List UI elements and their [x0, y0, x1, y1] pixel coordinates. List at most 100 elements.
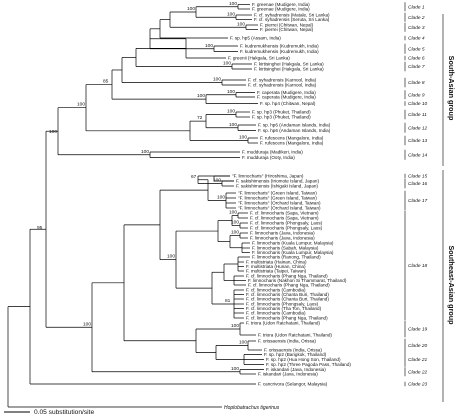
taxon-label: F. mudduraja (Ooty, India) — [242, 155, 295, 160]
clade-label: Clade 2 — [408, 15, 425, 21]
clade-label: Clade 20 — [408, 343, 428, 349]
support-value: 95 — [37, 225, 43, 231]
clade-label: Clade 5 — [408, 46, 425, 52]
taxon-label: F. cf. limnocharis (Phang Nga, Thailand) — [246, 274, 328, 279]
clade-label: Clade 3 — [408, 25, 425, 31]
taxon-label: F. sp. hp3 (Phuket, Thailand) — [252, 115, 311, 120]
clade-label: Clade 8 — [408, 80, 425, 86]
taxon-label: F. cf. limnocharis (Tha Ton, Thailand) — [246, 306, 322, 311]
support-value: 85 — [103, 79, 109, 85]
support-value: 100 — [231, 323, 239, 329]
taxon-label: F. greenae (Mudigere, India) — [252, 2, 310, 7]
taxon-label: F. sp. hp5 (Assam, India) — [230, 36, 281, 41]
clade-label: Clade 7 — [408, 64, 425, 70]
taxon-label: F. kudremukhensis (Kudremukh, India) — [240, 49, 319, 54]
taxon-label: F. sp. hp2 (Hua Hong Son, Thailand) — [266, 357, 341, 362]
taxon-label: F. limnocharis (Kuala Lumpur, Malaysia) — [252, 241, 334, 246]
support-value: 81 — [225, 298, 231, 304]
taxon-label: F. greenae (Mudigere, India) — [252, 7, 310, 12]
taxon-label: F. sp. hp6 (Andaman Islands, India) — [258, 123, 331, 128]
taxon-label: F. caperata (Mudigere, India) — [257, 95, 316, 100]
clade-label: Clade 10 — [408, 101, 428, 107]
taxon-label: F. multistriata (Hunan, China) — [246, 264, 306, 269]
taxon-label: F. limnocharis (Sabah, Malaysia) — [252, 246, 319, 251]
taxon-label: "F. limnocharis" (Hiroshima, Japan) — [232, 174, 304, 179]
taxon-label: F. cf. limnocharis (Cambodia) — [246, 288, 306, 293]
taxon-label: F. cancrivora (Selangor, Malaysia) — [258, 382, 328, 387]
clade-label: Clade 6 — [408, 56, 425, 62]
taxon-label: F. mudduraja (Madikeri, India) — [242, 150, 303, 155]
taxon-label: F. sp. hp3 (Phuket, Thailand) — [252, 110, 311, 115]
taxon-label: F. kudremukhensis (Kudremukh, India) — [240, 44, 319, 49]
taxon-label: F. kirtisinghei (Hakgala, Sri Lanka) — [254, 67, 324, 72]
taxon-label: F. multistriata (Taipei, Taiwan) — [246, 269, 307, 274]
support-value: 100 — [83, 321, 91, 327]
taxon-label: F. limnocharis (Ranong, Thailand) — [252, 255, 321, 260]
taxon-label: F. orissaensis (India, Orissa) — [258, 339, 316, 344]
support-value: 100 — [213, 178, 221, 184]
taxon-label: F. triora (Udon Ratchatani, Thailand) — [258, 333, 332, 338]
taxon-label: F. orissaensis (India, Orissa) — [264, 348, 322, 353]
taxon-label: F. limnocharis (Kuala Lumpur, Malaysia) — [252, 250, 334, 255]
taxon-label: F. cf. limnocharis (Sapa, Vietnam) — [250, 216, 319, 221]
clade-label: Clade 23 — [408, 382, 428, 388]
support-value: 100 — [227, 89, 235, 95]
taxon-label: F. cf. syhadrensis (Seruta, Sri Lanka) — [254, 17, 330, 22]
taxon-labels: F. greenae (Mudigere, India)F. greenae (… — [228, 2, 351, 387]
clade-label: Clade 13 — [408, 138, 428, 144]
clade-label: Clade 16 — [408, 181, 428, 187]
taxon-label: F. cf. limnocharis (Phongsaly, Laos) — [246, 302, 319, 307]
support-value: 100 — [167, 254, 175, 260]
clade-label: Clade 17 — [408, 198, 428, 204]
taxon-label: F. cf. limnocharis (Chanta Buri, Thailan… — [246, 297, 329, 302]
support-value: 100 — [229, 1, 237, 7]
clade-label: Clade 9 — [408, 92, 425, 98]
support-value: 100 — [77, 102, 85, 108]
taxon-label: F. cf. limnocharis (Phongsaly, Laos) — [250, 226, 323, 231]
support-value: 72 — [197, 115, 203, 121]
outgroup-label: Hoplobatrachus tigerinus — [224, 405, 280, 411]
taxon-label: F. sp. hp6 (Andaman Islands, India) — [258, 128, 331, 133]
support-value: 100 — [229, 122, 237, 128]
group-label-south-asian: South-Asian group — [447, 56, 456, 121]
support-value: 100 — [187, 6, 195, 12]
taxon-label: F. cf. limnocharis (Chanta Buri, Thailan… — [246, 292, 329, 297]
clade-label: Clade 22 — [408, 369, 428, 375]
clade-label: Clade 1 — [408, 4, 425, 10]
scale-bar-label: 0.05 substitution/site — [34, 409, 94, 416]
support-value: 67 — [191, 174, 197, 180]
support-value: 100 — [227, 109, 235, 115]
support-values: 100 100 100 100 100 100 100 100 100 85 100 100 100 72… — [37, 1, 247, 372]
taxon-label: F. sakishimensis (Iriomote Island, Japan… — [236, 179, 319, 184]
taxon-label: F. rufescens (Mangalore, India) — [260, 136, 324, 141]
taxon-label: F. multistriata (Hainan, China) — [246, 260, 307, 265]
clade-label: Clade 11 — [408, 112, 427, 118]
support-value: 100 — [231, 366, 239, 372]
taxon-label: "F. limnocharis" (Green Island, Taiwan) — [238, 191, 317, 196]
taxon-label: F. sp. hp2 (Bangkok, Thailand) — [264, 352, 327, 357]
taxon-label: F. limnocharis (Nakhon Si Thammarat, Tha… — [248, 278, 347, 283]
group-label-southeast-asian: Southeast-Asian group — [447, 245, 456, 325]
taxon-label: F. limnocharis (Java, Indonesia) — [250, 231, 315, 236]
taxon-label: "F. limnocharis" (Green Island, Taiwan) — [238, 196, 317, 201]
support-value: 100 — [239, 135, 247, 141]
taxon-label: F. sp. hp4 (Chitwan, Nepal) — [260, 101, 316, 106]
support-value: 100 — [229, 210, 237, 216]
support-value: 100 — [223, 61, 231, 67]
support-value: 100 — [217, 195, 225, 201]
taxon-label: F. cf. limnocharis (Sapa, Vietnam) — [250, 211, 319, 216]
support-value: 100 — [141, 149, 149, 155]
clade-label: Clade 15 — [408, 174, 428, 180]
support-value: 100 — [227, 11, 235, 17]
taxon-label: F. pierrei (Chitwan, Nepal) — [260, 23, 314, 28]
support-value: 100 — [237, 21, 245, 27]
support-value: 100 — [205, 43, 213, 49]
taxon-label: F. iskandari (Java, Indonesia) — [258, 372, 318, 377]
taxon-label: F. sakishimensis (Ishigaki Island, Japan… — [236, 184, 318, 189]
taxon-label: F. greenii (Hakgala, Sri Lanka) — [228, 56, 290, 61]
taxon-label: F. kirtisinghei (Hakgala, Sri Lanka) — [254, 62, 324, 67]
taxon-label: F. cf. limnocharis (Phang Nga, Thailand) — [248, 283, 330, 288]
support-value: 100 — [231, 230, 239, 236]
support-value: 100 — [239, 340, 247, 346]
